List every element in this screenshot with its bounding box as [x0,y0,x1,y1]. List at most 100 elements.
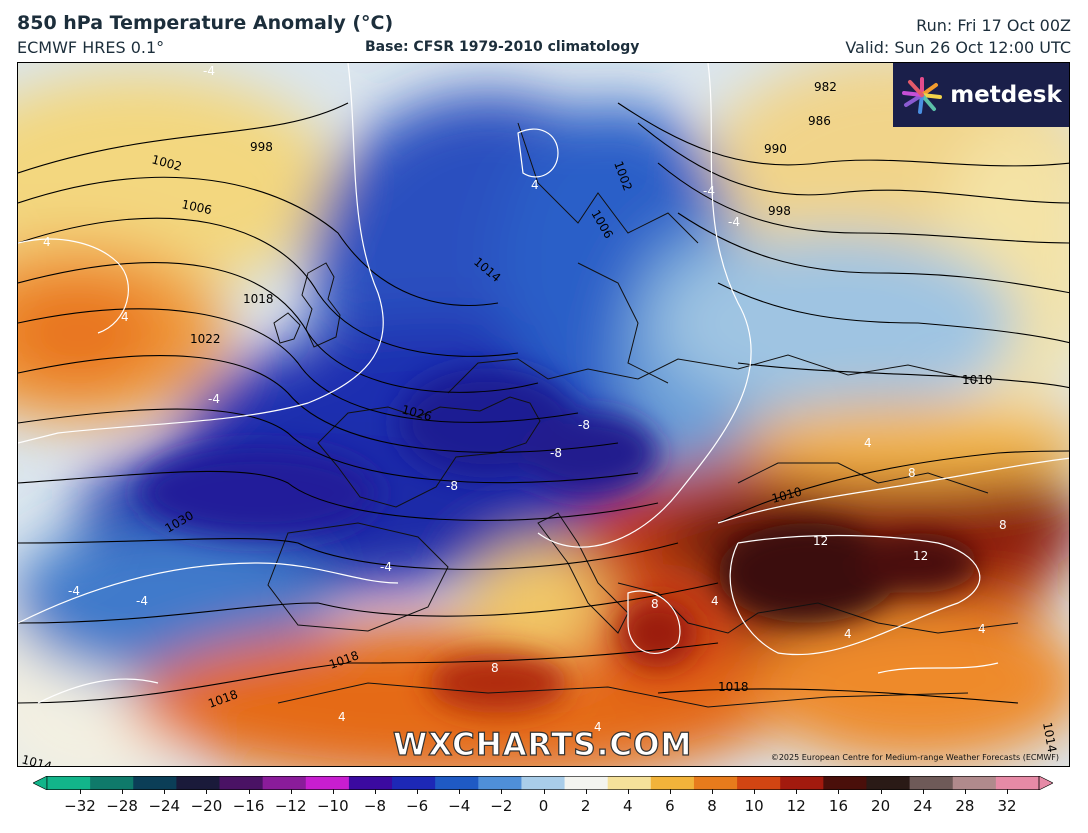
base-label: Base: CFSR 1979-2010 climatology [365,39,640,55]
colorbar-tick-label: 28 [955,797,975,815]
coastlines [267,122,1019,708]
anomaly-label: 4 [594,720,602,734]
colorbar-segment [607,776,652,790]
colorbar-tick-label: −12 [274,797,307,815]
colorbar-tick-label: −16 [232,797,265,815]
colorbar-tick-mark [374,789,376,794]
isobar-label: 998 [250,140,273,154]
anomaly-label: 4 [121,310,129,324]
colorbar [33,776,1053,790]
logo-text: metdesk [950,82,1062,108]
chart-title: 850 hPa Temperature Anomaly (°C) [17,12,394,34]
colorbar-tick-mark [164,789,166,794]
colorbar-segment [693,776,738,790]
colorbar-tick-mark [754,789,756,794]
colorbar-tick-label: −8 [363,797,387,815]
colorbar-tick-mark [585,789,587,794]
colorbar-tick-mark [417,789,419,794]
colorbar-tick-label: 32 [997,797,1017,815]
anomaly-label: 4 [864,436,872,450]
colorbar-segment [521,776,566,790]
colorbar-segment [133,776,177,790]
colorbar-tick-mark [248,789,250,794]
colorbar-tick-label: −2 [490,797,513,815]
anomaly-label: -4 [208,392,220,406]
isobar-label: 998 [768,204,791,218]
colorbar-tick-label: −24 [148,797,181,815]
isobars [18,102,1069,704]
colorbar-tick-mark [290,789,292,794]
colorbar-tick-label: −4 [448,797,471,815]
colorbar-tick-mark [712,789,714,794]
anomaly-label: -8 [550,446,562,460]
colorbar-tick-mark [543,789,545,794]
colorbar-segment [564,776,609,790]
anomaly-label: -4 [203,64,215,78]
colorbar-tick-mark [501,789,503,794]
isobar-label: 986 [808,114,831,128]
isobar-label: 1018 [718,680,749,694]
flower-burst-icon [902,77,943,114]
colorbar-tick-label: −10 [316,797,349,815]
colorbar-tick-mark [922,789,924,794]
anomaly-label: 4 [338,710,346,724]
colorbar-tick-label: 10 [744,797,764,815]
weather-map[interactable]: 998 1002 1006 1014 1018 1022 1026 1030 9… [17,62,1070,767]
colorbar-tick-mark [459,789,461,794]
anomaly-label: 12 [813,534,828,548]
isobar-label: 1006 [180,197,213,217]
colorbar-tick-label: 2 [580,797,591,815]
colorbar-segment [952,776,997,790]
colorbar-segment [823,776,867,790]
colorbar-segment [995,776,1040,790]
colorbar-segment [305,776,350,790]
isobar-label: 1010 [962,373,993,387]
anomaly-label: 8 [491,661,499,675]
anomaly-label: 8 [651,597,659,611]
colorbar-min-arrow [33,776,48,790]
colorbar-segment [90,776,134,790]
anomaly-label: 4 [844,627,852,641]
anomaly-label: 4 [978,622,986,636]
anomaly-label: 4 [43,235,51,249]
isobar-label: 1022 [190,332,221,346]
metdesk-logo: metdesk [893,63,1069,127]
anomaly-label: -4 [68,584,80,598]
anomaly-label: -8 [578,418,590,432]
run-label: Run: Fri 17 Oct 00Z [916,16,1071,35]
colorbar-tick-label: −28 [106,797,138,815]
colorbar-max-arrow [1038,776,1053,790]
colorbar-tick-label: −32 [64,797,96,815]
colorbar-frame [46,776,1040,790]
colorbar-segment [650,776,695,790]
map-canvas: 998 1002 1006 1014 1018 1022 1026 1030 9… [18,63,1069,766]
copyright-note: ©2025 European Centre for Medium-range W… [770,753,1059,762]
colorbar-segment [392,776,436,790]
anomaly-contours [18,63,1069,704]
colorbar-segment [47,776,91,790]
anomaly-labels: -4 4 4 -4 4 -4 -4 -4 -4 -8 -8 -8 -4 4 8 … [43,64,1007,734]
colorbar-tick-label: 8 [707,797,717,815]
colorbar-segment [866,776,911,790]
colorbar-tick-label: 16 [828,797,848,815]
anomaly-label: -4 [136,594,148,608]
colorbar-segment [176,776,221,790]
colorbar-segment [435,776,479,790]
colorbar-tick-mark [122,789,124,794]
colorbar-segment [780,776,824,790]
colorbar-tick-mark [627,789,629,794]
anomaly-label: -8 [446,479,458,493]
colorbar-tick-label: 24 [913,797,933,815]
anomaly-field [18,63,1069,766]
colorbar-segment [478,776,522,790]
anomaly-label: 8 [999,518,1007,532]
colorbar-tick-mark [332,789,334,794]
colorbar-tick-label: 6 [665,797,675,815]
colorbar-segment [219,776,264,790]
colorbar-tick-label: −20 [190,797,223,815]
colorbar-tick-label: 20 [871,797,891,815]
isobar-label: 982 [814,80,837,94]
colorbar-segment [737,776,781,790]
colorbar-tick-label: 12 [786,797,806,815]
anomaly-label: 8 [908,466,916,480]
